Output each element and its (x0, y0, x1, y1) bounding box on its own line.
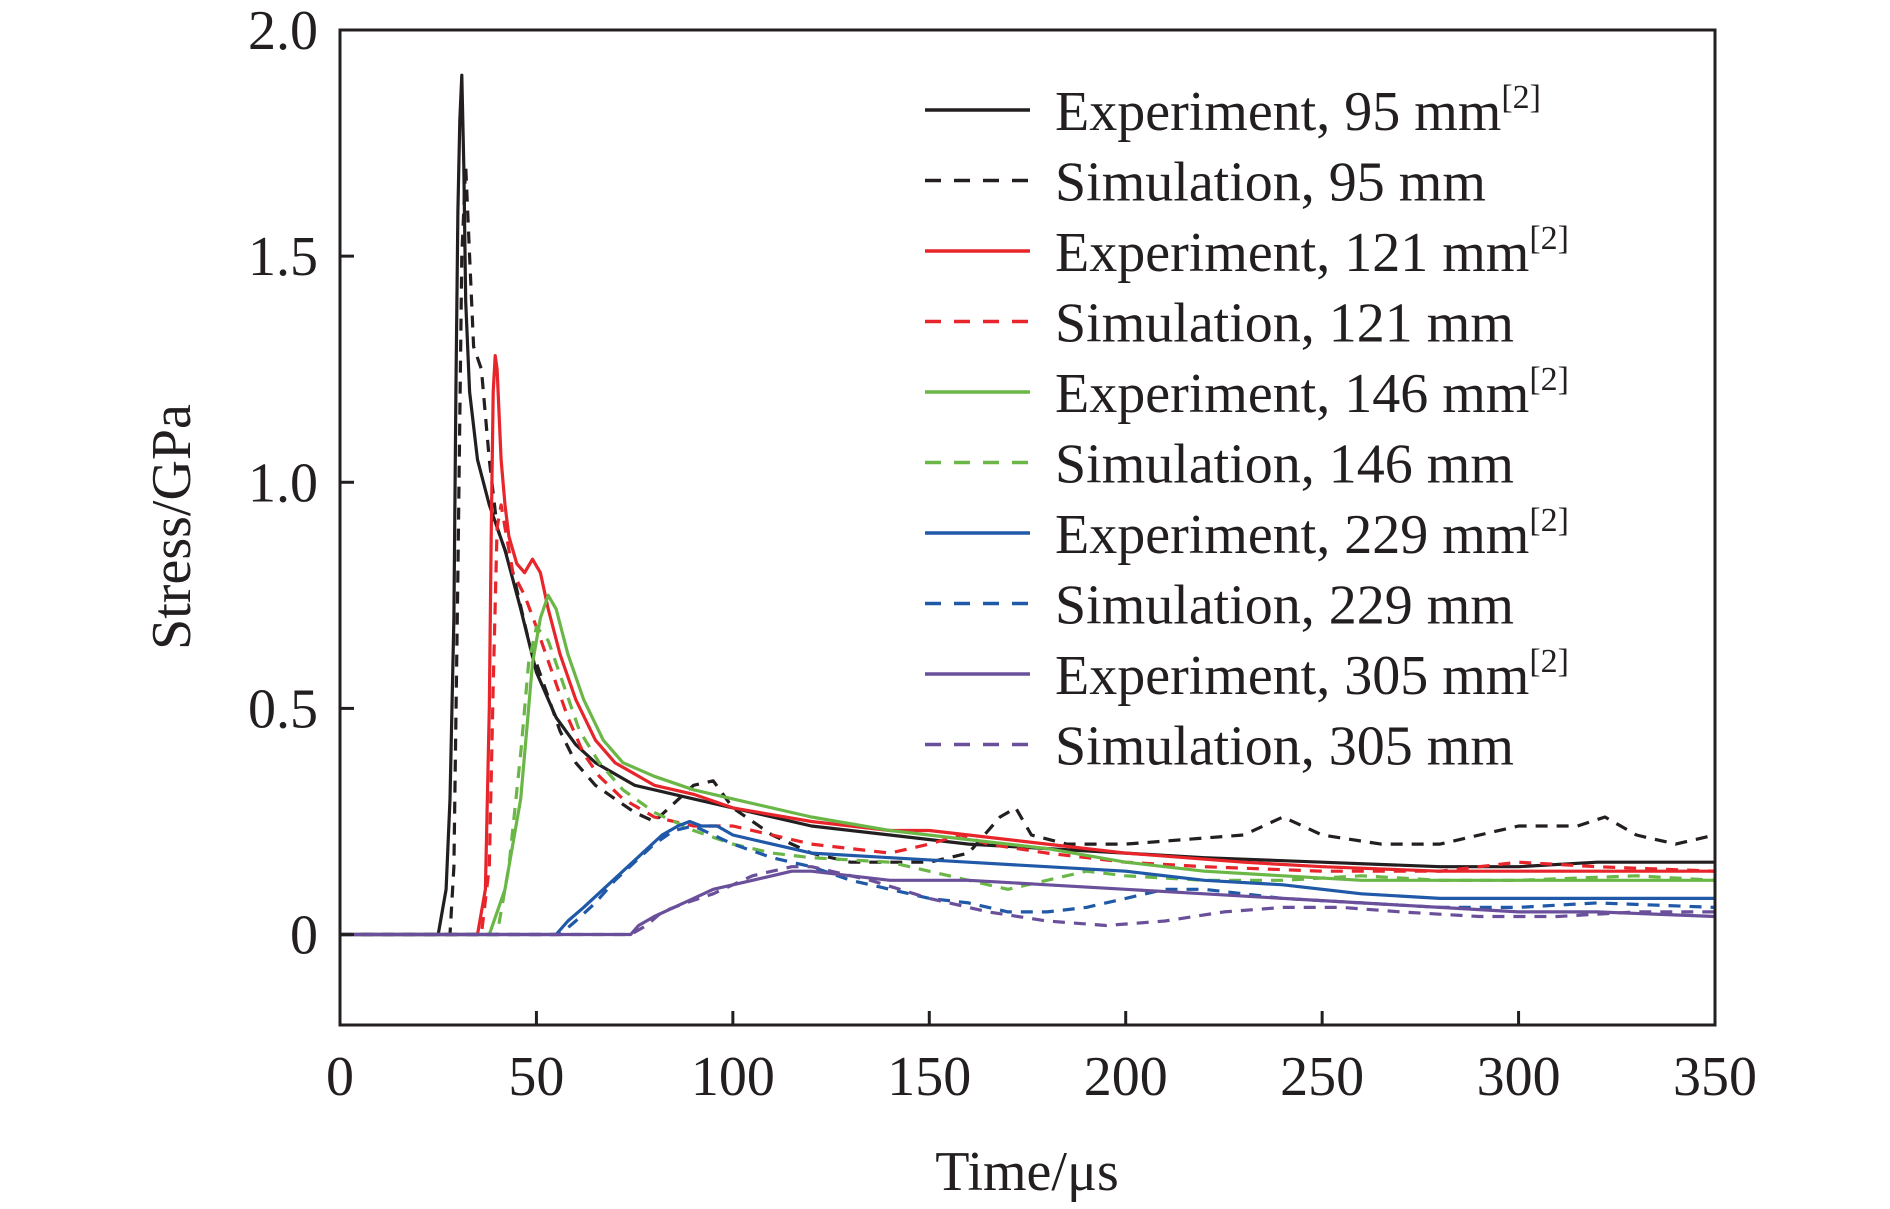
y-tick-label: 0 (290, 905, 318, 967)
x-tick-label: 150 (887, 1046, 971, 1108)
x-tick-label: 50 (508, 1046, 564, 1108)
series-line-7 (340, 824, 1716, 937)
legend-label-5: Simulation, 146 mm (1055, 434, 1514, 496)
x-tick-label: 300 (1477, 1046, 1561, 1108)
y-tick-label: 1.5 (248, 226, 318, 288)
y-tick-label: 1.0 (248, 452, 318, 514)
x-tick-label: 200 (1084, 1046, 1168, 1108)
series-layer (340, 73, 1716, 937)
legend-label-4: Experiment, 146 mm[2] (1055, 361, 1569, 425)
series-line-9 (340, 865, 1715, 937)
x-axis-label: Time/μs (935, 1141, 1119, 1203)
tick-layer: 0 50 100 150 200 250 300 350 0 0.5 1.0 1.5 2.0 (248, 0, 1757, 1108)
legend-label-9: Simulation, 305 mm (1055, 716, 1514, 778)
legend-label-6: Experiment, 229 mm[2] (1055, 502, 1569, 566)
legend: Experiment, 95 mm[2]Simulation, 95 mmExp… (925, 79, 1569, 778)
series-line-2 (340, 354, 1715, 937)
y-tick-label: 0.5 (248, 678, 318, 740)
x-tick-label: 250 (1280, 1046, 1364, 1108)
y-tick-label: 2.0 (248, 0, 318, 62)
plot-frame (338, 28, 1717, 1027)
legend-label-2: Experiment, 121 mm[2] (1055, 220, 1569, 284)
legend-label-0: Experiment, 95 mm[2] (1055, 79, 1541, 143)
legend-label-8: Experiment, 305 mm[2] (1055, 643, 1569, 707)
legend-label-7: Simulation, 229 mm (1055, 575, 1514, 637)
series-line-4 (340, 593, 1715, 937)
x-tick-label: 0 (326, 1046, 354, 1108)
series-line-6 (340, 819, 1715, 937)
x-tick-label: 100 (691, 1046, 775, 1108)
legend-label-3: Simulation, 121 mm (1055, 293, 1514, 355)
y-axis-label: Stress/GPa (141, 404, 203, 650)
legend-label-1: Simulation, 95 mm (1055, 152, 1486, 214)
x-tick-label: 350 (1673, 1046, 1757, 1108)
